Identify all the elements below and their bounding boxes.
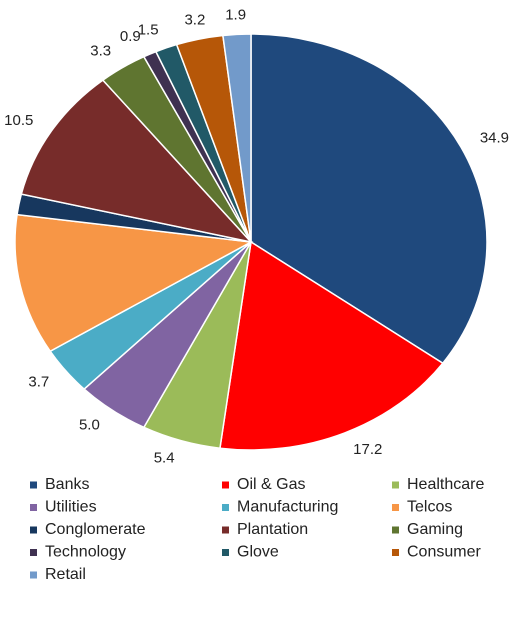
legend-swatch <box>222 504 229 511</box>
legend-label: Glove <box>237 544 279 561</box>
legend-label: Consumer <box>407 544 481 561</box>
pie-slice <box>14 213 254 353</box>
legend-swatch <box>30 481 37 489</box>
data-label: 3.2 <box>184 12 205 29</box>
legend-swatch <box>392 526 399 534</box>
legend-label: Utilities <box>45 499 97 516</box>
legend-swatch <box>392 549 399 556</box>
data-label: 17.2 <box>353 441 382 458</box>
pie-slice <box>250 33 488 365</box>
legend-swatch <box>392 504 399 511</box>
pie-slice <box>219 240 444 451</box>
legend-swatch <box>30 571 37 579</box>
data-label: 1.5 <box>138 21 159 38</box>
legend-swatch <box>392 481 399 489</box>
legend-label: Technology <box>45 544 126 561</box>
legend-label: Telcos <box>407 499 452 516</box>
legend-label: Banks <box>45 476 89 493</box>
legend-swatch <box>222 549 229 556</box>
legend-swatch <box>30 549 37 556</box>
legend-label: Retail <box>45 566 86 583</box>
legend-label: Gaming <box>407 521 463 538</box>
data-label: 5.4 <box>154 449 175 466</box>
legend-swatch <box>30 526 37 534</box>
legend-label: Plantation <box>237 521 308 538</box>
data-label: 5.0 <box>79 416 100 433</box>
pie-slice <box>222 33 252 243</box>
legend-swatch <box>30 504 37 511</box>
legend-swatch <box>222 481 229 489</box>
data-label: 34.9 <box>480 129 509 146</box>
legend-label: Healthcare <box>407 476 484 493</box>
data-label: 1.9 <box>225 7 246 24</box>
legend-label: Manufacturing <box>237 499 338 516</box>
data-label: 0.9 <box>120 28 141 45</box>
legend-label: Oil & Gas <box>237 476 305 493</box>
data-label: 10.5 <box>4 112 33 129</box>
pie-slice <box>20 79 254 244</box>
legend-swatch <box>222 526 229 534</box>
legend-label: Conglomerate <box>45 521 146 538</box>
data-label: 3.3 <box>90 43 111 60</box>
data-label: 3.7 <box>28 374 49 391</box>
